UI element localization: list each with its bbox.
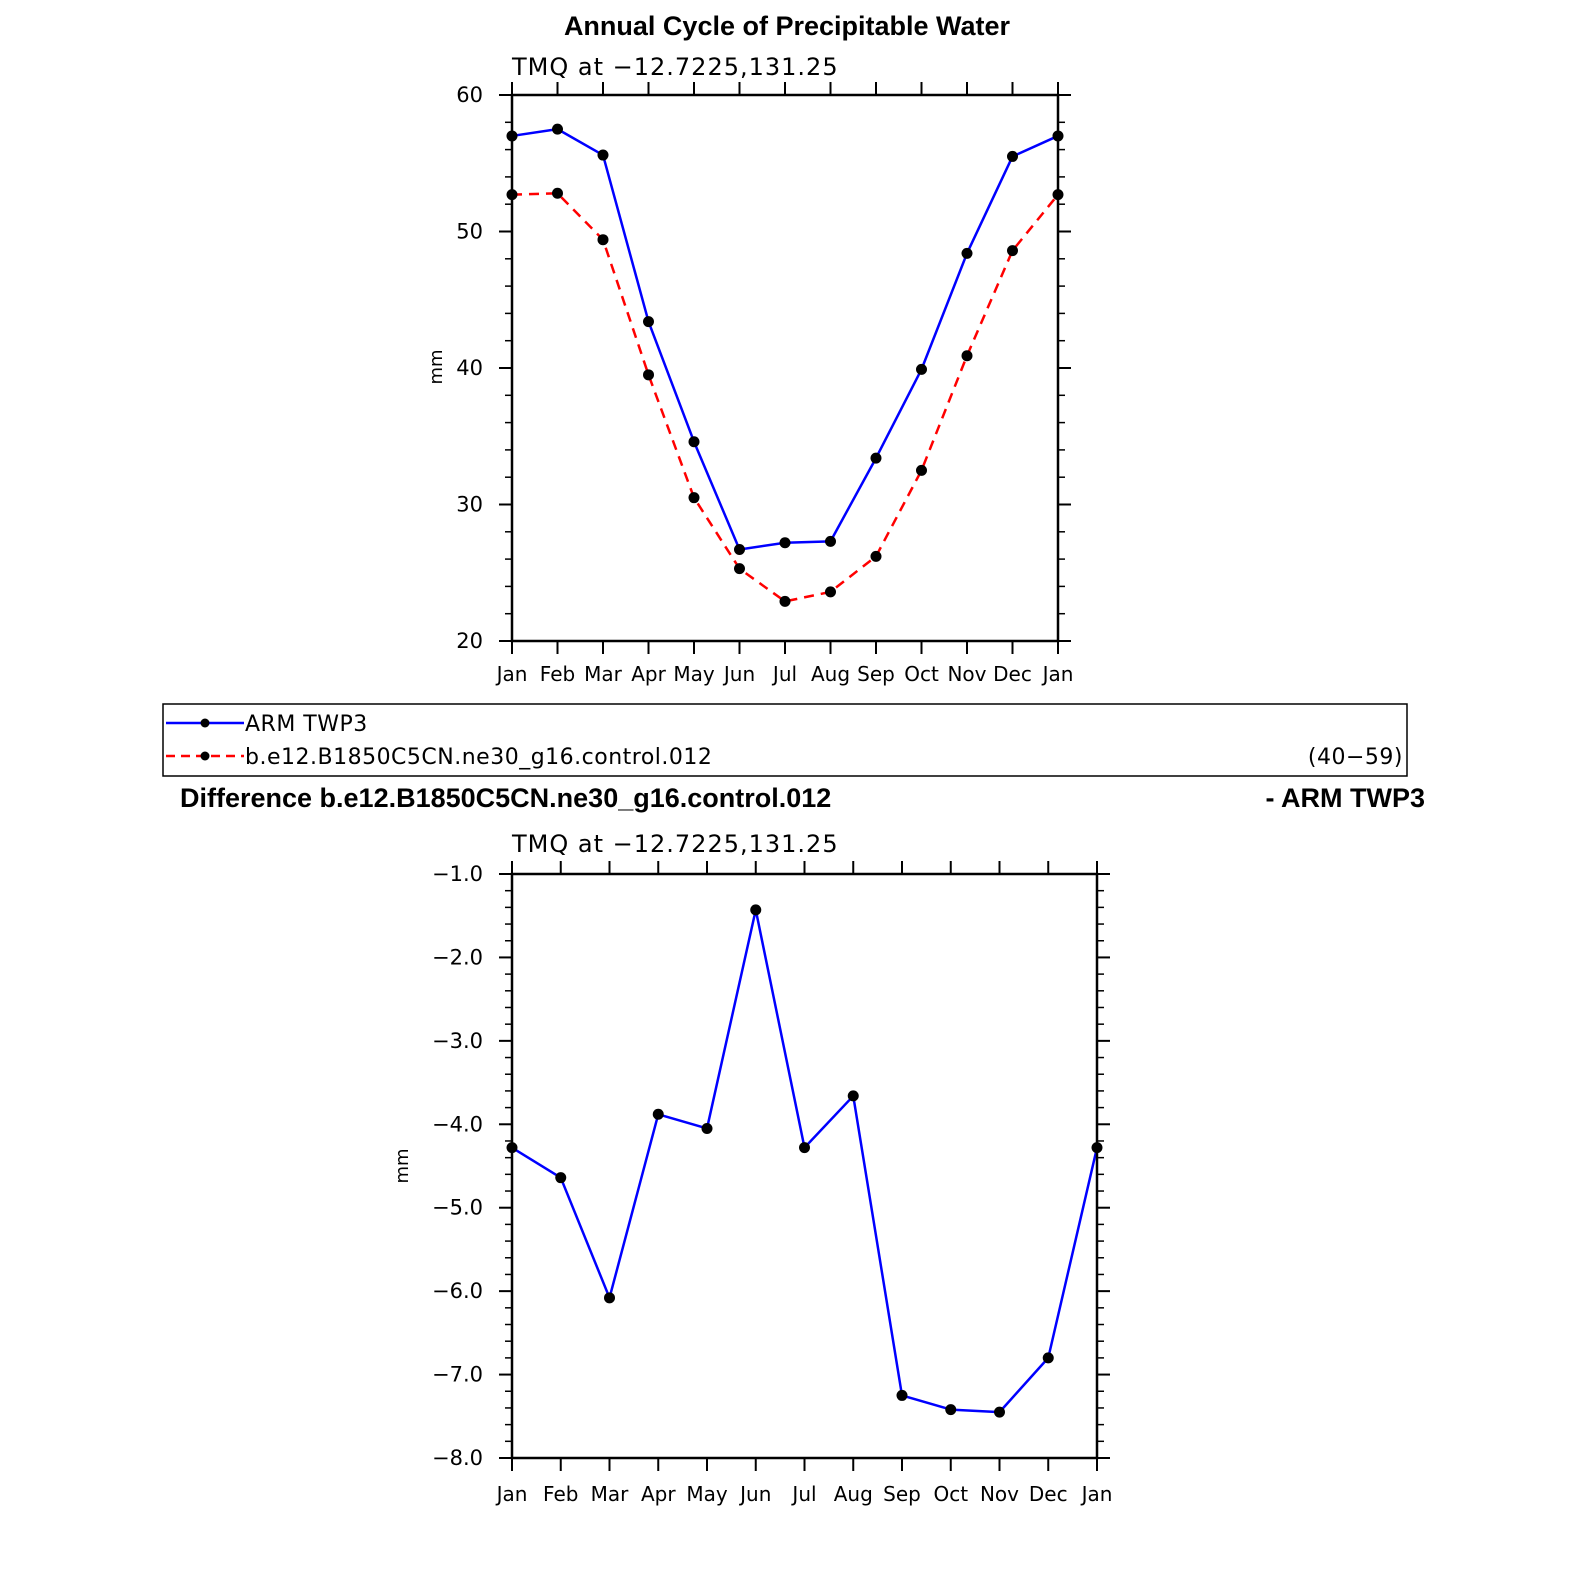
diff-title-right: - ARM TWP3 — [1266, 783, 1425, 813]
data-point — [734, 544, 745, 556]
tick-labels: Jan Feb Mar Apr May Jun Jul Aug Sep Oct Nov Dec Jan 2… — [456, 83, 1073, 686]
data-point — [870, 550, 882, 562]
data-point — [825, 586, 836, 598]
y-tick-label: 50 — [456, 220, 483, 244]
x-tick-label: Oct — [904, 662, 939, 686]
x-tick-label: Jul — [790, 1482, 816, 1506]
plot-frame — [510, 872, 1099, 1460]
x-tick-label: Feb — [540, 662, 575, 686]
x-tick-label: Aug — [811, 662, 850, 686]
x-tick-label: Sep — [883, 1482, 921, 1506]
y-tick-label: −4.0 — [432, 1112, 483, 1136]
data-point — [701, 1122, 713, 1134]
legend-arm-marker — [200, 718, 210, 728]
data-point — [555, 1172, 567, 1184]
x-tick-label: Jun — [738, 1482, 771, 1506]
data-point — [1007, 150, 1018, 162]
x-tick-label: Mar — [591, 1482, 630, 1506]
x-tick-label: Mar — [584, 662, 623, 686]
chart-subtitle: TMQ at −12.7225,131.25 — [511, 830, 839, 858]
annual-cycle-chart: Annual Cycle of Precipitable Water TMQ a… — [426, 11, 1073, 686]
data-point — [916, 363, 927, 375]
x-tick-label: Jun — [722, 662, 755, 686]
x-tick-label: Nov — [947, 662, 986, 686]
x-tick-label: Jan — [495, 1482, 528, 1506]
data-point — [825, 535, 836, 547]
data-point — [597, 149, 609, 161]
data-point — [961, 247, 973, 259]
y-tick-label: −6.0 — [432, 1279, 483, 1303]
axis-ticks — [499, 861, 1110, 1471]
data-point — [643, 369, 654, 381]
legend-item-arm: ARM TWP3 — [245, 712, 368, 737]
data-point — [916, 464, 927, 476]
data-point — [896, 1389, 908, 1401]
legend: ARM TWP3 b.e12.B1850C5CN.ne30_g16.contro… — [162, 703, 1408, 777]
x-tick-label: May — [686, 1482, 728, 1506]
chart-title: Annual Cycle of Precipitable Water — [564, 11, 1011, 41]
y-tick-label: −2.0 — [432, 945, 483, 969]
data-point — [688, 436, 700, 448]
data-point — [552, 187, 563, 199]
data-point — [643, 316, 654, 328]
x-tick-label: Sep — [857, 662, 895, 686]
data-point — [734, 563, 745, 575]
x-tick-label: May — [673, 662, 715, 686]
axis-ticks — [499, 82, 1071, 654]
x-tick-label: Dec — [993, 662, 1032, 686]
y-tick-label: −7.0 — [432, 1363, 483, 1387]
series-layer — [506, 123, 1064, 607]
diff-title-left: Difference b.e12.B1850C5CN.ne30_g16.cont… — [180, 783, 831, 813]
chart-subtitle: TMQ at −12.7225,131.25 — [511, 53, 839, 81]
y-tick-label: −5.0 — [432, 1196, 483, 1220]
data-point — [799, 1142, 810, 1154]
x-tick-label: Feb — [543, 1482, 578, 1506]
tick-labels: Jan Feb Mar Apr May Jun Jul Aug Sep Oct Nov Dec Jan−… — [432, 862, 1112, 1506]
data-point — [750, 904, 762, 916]
x-tick-label: Jul — [771, 662, 797, 686]
series-layer — [506, 904, 1103, 1418]
y-tick-label: −1.0 — [432, 862, 483, 886]
x-tick-label: Aug — [834, 1482, 873, 1506]
y-tick-label: 20 — [456, 629, 483, 653]
y-tick-label: 60 — [456, 83, 483, 107]
difference-chart: TMQ at −12.7225,131.25 mm Jan Feb Mar Apr Ma… — [392, 830, 1112, 1506]
x-tick-label: Apr — [631, 662, 666, 686]
series-line-primary — [511, 908, 1099, 1414]
legend-note: (40−59) — [1308, 745, 1403, 770]
plot-frame — [510, 93, 1060, 643]
y-axis-label: mm — [392, 1148, 413, 1183]
data-point — [779, 595, 791, 607]
y-tick-label: −8.0 — [432, 1446, 483, 1470]
x-tick-label: Nov — [980, 1482, 1019, 1506]
data-point — [961, 350, 973, 362]
legend-model-marker — [200, 751, 210, 761]
data-point — [688, 492, 700, 504]
y-tick-label: 30 — [456, 493, 483, 517]
data-point — [870, 452, 882, 464]
data-point — [994, 1406, 1005, 1418]
x-tick-label: Jan — [1041, 662, 1074, 686]
x-tick-label: Apr — [641, 1482, 676, 1506]
data-point — [779, 537, 791, 549]
data-point — [945, 1404, 957, 1416]
series-line-primary — [511, 127, 1059, 551]
data-point — [604, 1292, 615, 1304]
data-point — [652, 1108, 664, 1120]
x-tick-label: Jan — [495, 662, 528, 686]
data-point — [847, 1090, 859, 1102]
legend-box — [162, 703, 1408, 777]
legend-item-model: b.e12.B1850C5CN.ne30_g16.control.012 — [245, 745, 712, 770]
x-tick-label: Jan — [1080, 1482, 1113, 1506]
data-point — [1042, 1352, 1054, 1364]
y-tick-label: −3.0 — [432, 1029, 483, 1053]
data-point — [1007, 245, 1018, 257]
y-tick-label: 40 — [456, 356, 483, 380]
data-point — [597, 234, 609, 246]
data-point — [552, 123, 563, 135]
x-tick-label: Dec — [1029, 1482, 1068, 1506]
x-tick-label: Oct — [933, 1482, 968, 1506]
y-axis-label: mm — [426, 349, 447, 384]
